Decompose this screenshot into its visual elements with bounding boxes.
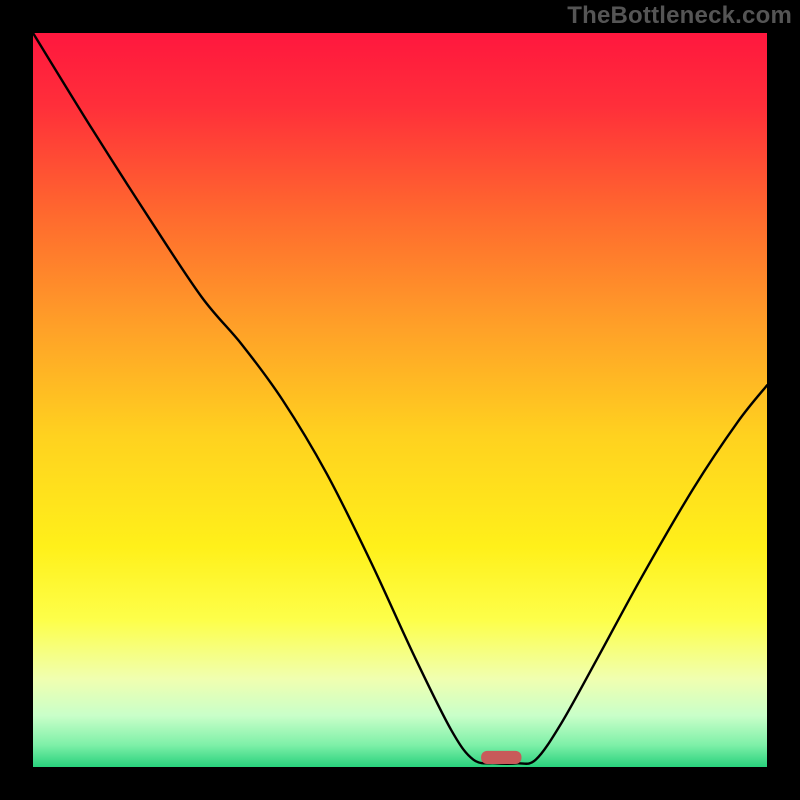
chart-container: TheBottleneck.com — [0, 0, 800, 800]
optimal-marker — [481, 751, 521, 764]
bottleneck-chart — [0, 0, 800, 800]
watermark-text: TheBottleneck.com — [567, 2, 792, 30]
chart-background-gradient — [33, 33, 767, 767]
